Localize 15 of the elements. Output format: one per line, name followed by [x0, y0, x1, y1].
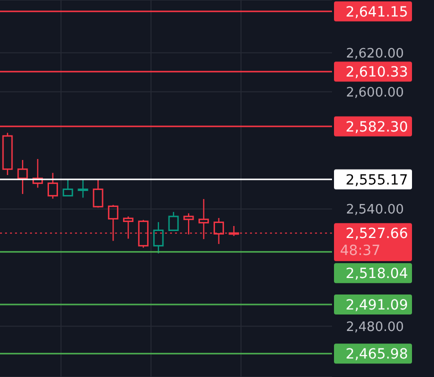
- ref-line-label: 2,491.09: [346, 298, 408, 314]
- candlestick: [17, 159, 28, 195]
- ref-line-label: 2,641.15: [346, 4, 408, 20]
- ref-line-label: 2,555.17: [346, 172, 408, 188]
- ref-line-label: 2,610.33: [346, 64, 408, 81]
- ref-line-label: 2,582.30: [346, 119, 408, 136]
- candlestick: [32, 158, 43, 188]
- ref-line-label: 2,465.98: [346, 346, 408, 363]
- y-tick-label: 2,600.00: [346, 85, 404, 100]
- ref-line-label: 2,518.04: [346, 266, 408, 282]
- y-tick-label: 2,480.00: [346, 320, 404, 335]
- ref-line-label: 2,527.66: [346, 226, 408, 242]
- y-tick-label: 2,540.00: [346, 202, 404, 218]
- text: 48:37: [340, 243, 380, 260]
- y-tick-label: 2,620.00: [346, 46, 404, 62]
